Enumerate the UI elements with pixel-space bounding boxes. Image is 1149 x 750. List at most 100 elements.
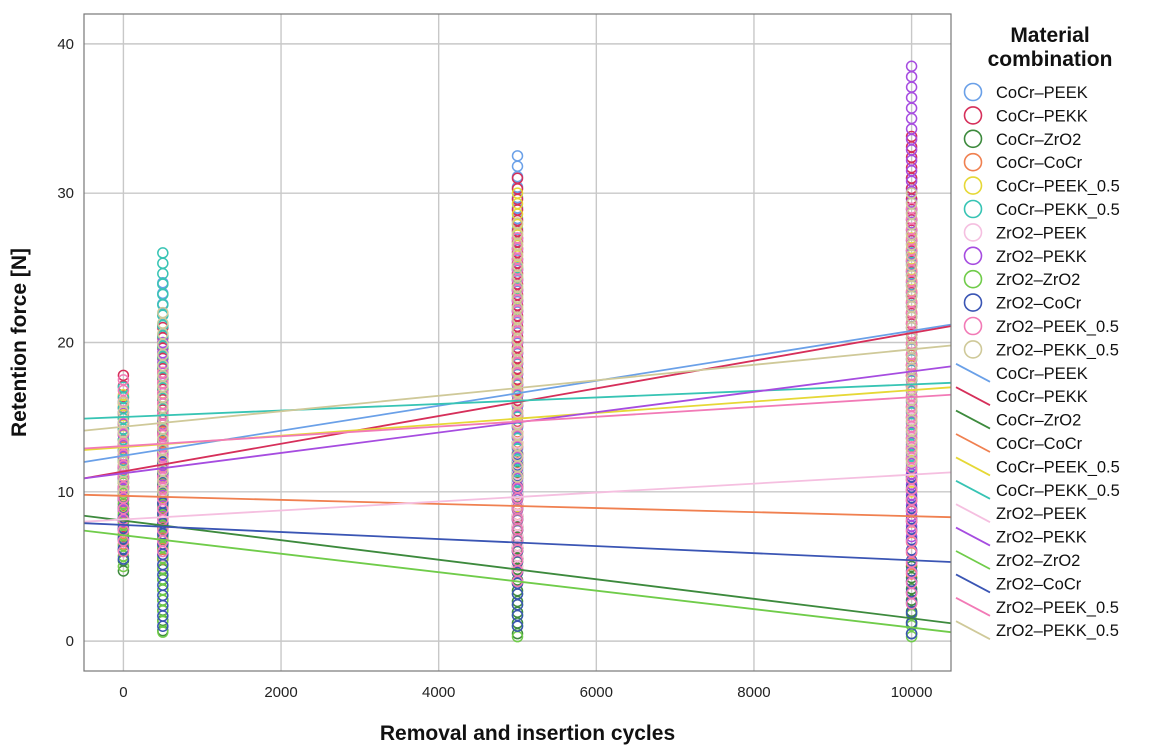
legend-marker-line: [955, 550, 991, 570]
legend-title-line-2: combination: [988, 48, 1113, 71]
y-tick-label: 0: [66, 633, 74, 650]
legend-label: ZrO2–PEEK: [996, 224, 1087, 242]
x-tick-label: 2000: [264, 684, 297, 701]
data-point: [511, 172, 524, 184]
legend-label: CoCr–CoCr: [996, 435, 1083, 453]
legend-marker-circle: [963, 152, 983, 172]
legend-marker-circle: [963, 246, 983, 266]
data-point: [905, 187, 918, 199]
x-tick-label: 6000: [580, 684, 613, 701]
legend-marker-line: [955, 409, 991, 430]
legend-marker-line: [955, 433, 991, 453]
legend-label: CoCr–PEEK_0.5: [996, 178, 1120, 196]
legend-marker-line: [955, 526, 991, 547]
x-axis-title: Removal and insertion cycles: [380, 722, 675, 745]
legend-marker-line: [955, 386, 991, 406]
legend-label: ZrO2–CoCr: [996, 295, 1082, 313]
legend-marker-circle: [963, 129, 983, 149]
data-point: [117, 381, 130, 394]
fit-line: [83, 522, 952, 563]
legend-label: ZrO2–PEKK_0.5: [996, 341, 1119, 359]
y-tick-label: 30: [57, 185, 74, 202]
fit-line: [83, 381, 952, 420]
data-point: [905, 130, 918, 143]
legend-marker-circle: [963, 199, 983, 219]
legend-label: CoCr–ZrO2: [996, 131, 1081, 149]
y-tick-label: 10: [57, 484, 74, 501]
legend-marker-circle: [963, 316, 983, 336]
fit-lines-layer: [83, 323, 952, 634]
legend-label: CoCr–ZrO2: [996, 412, 1081, 430]
fit-line: [83, 393, 952, 450]
legend-marker-circle: [963, 106, 983, 125]
data-point: [905, 571, 918, 584]
data-point: [905, 560, 918, 573]
legend-title-line-1: Material: [1010, 24, 1089, 47]
legend-marker-circle: [963, 82, 983, 102]
x-tick-label: 10000: [891, 684, 933, 701]
legend-marker-circle: [963, 176, 983, 195]
data-point: [157, 257, 169, 270]
y-tick-label: 20: [57, 335, 74, 352]
legend-label: ZrO2–PEEK_0.5: [996, 318, 1119, 336]
legend-label: ZrO2–CoCr: [996, 575, 1082, 593]
legend-label: ZrO2–PEEK_0.5: [996, 599, 1119, 617]
fit-line: [83, 529, 952, 634]
plot-frame: [83, 13, 952, 672]
legend-marker-line: [955, 363, 991, 383]
data-point: [117, 389, 130, 401]
legend-label: CoCr–PEEK_0.5: [996, 458, 1120, 476]
legend: Material combination CoCr–PEEK CoCr–PEKK C…: [955, 24, 1120, 640]
legend-label: CoCr–CoCr: [996, 154, 1083, 172]
data-point: [905, 60, 918, 73]
legend-label: CoCr–PEKK: [996, 107, 1088, 125]
legend-label: ZrO2–PEKK_0.5: [996, 622, 1119, 640]
fit-line: [83, 325, 952, 480]
data-point: [157, 306, 169, 319]
legend-marker-circle: [963, 223, 983, 242]
legend-marker-line: [955, 620, 991, 640]
data-point: [511, 187, 524, 199]
legend-label: CoCr–PEKK_0.5: [996, 482, 1120, 500]
legend-label: ZrO2–PEEK: [996, 505, 1087, 523]
data-point: [511, 217, 524, 229]
data-point: [157, 366, 169, 379]
ticks-layer: 0 2000 4000 6000 8000 10000 0 10 20 30 40: [57, 36, 932, 701]
y-axis-title: Retention force [N]: [8, 248, 31, 437]
x-tick-label: 4000: [422, 684, 455, 701]
data-point: [905, 583, 918, 595]
legend-marker-line: [955, 597, 991, 617]
x-tick-label: 8000: [737, 684, 770, 701]
legend-marker-line: [955, 456, 991, 477]
legend-label: ZrO2–PEKK: [996, 529, 1087, 547]
data-point: [117, 396, 130, 408]
data-point: [117, 369, 130, 382]
legend-label: CoCr–PEEK: [996, 84, 1088, 102]
legend-label: ZrO2–ZrO2: [996, 552, 1080, 570]
legend-label: ZrO2–PEKK: [996, 248, 1087, 266]
x-tick-label: 0: [119, 684, 127, 701]
legend-label: CoCr–PEEK: [996, 365, 1088, 383]
data-point: [511, 160, 524, 173]
legend-marker-circle: [963, 340, 983, 359]
legend-marker-circle: [963, 293, 983, 312]
legend-marker-line: [955, 503, 991, 523]
legend-label: ZrO2–ZrO2: [996, 271, 1080, 289]
data-point: [905, 202, 918, 214]
legend-marker-line: [955, 573, 991, 594]
data-point: [511, 232, 524, 244]
data-point: [511, 150, 524, 162]
legend-marker-line: [955, 480, 991, 500]
fit-line: [83, 471, 952, 523]
data-point: [117, 374, 130, 386]
data-point: [157, 247, 169, 259]
legend-marker-circle: [963, 269, 983, 289]
fit-line: [83, 514, 952, 625]
legend-label: CoCr–PEKK: [996, 388, 1088, 406]
fit-line: [83, 493, 952, 519]
fit-line: [83, 344, 952, 432]
y-tick-label: 40: [57, 36, 74, 53]
legend-label: CoCr–PEKK_0.5: [996, 201, 1120, 219]
